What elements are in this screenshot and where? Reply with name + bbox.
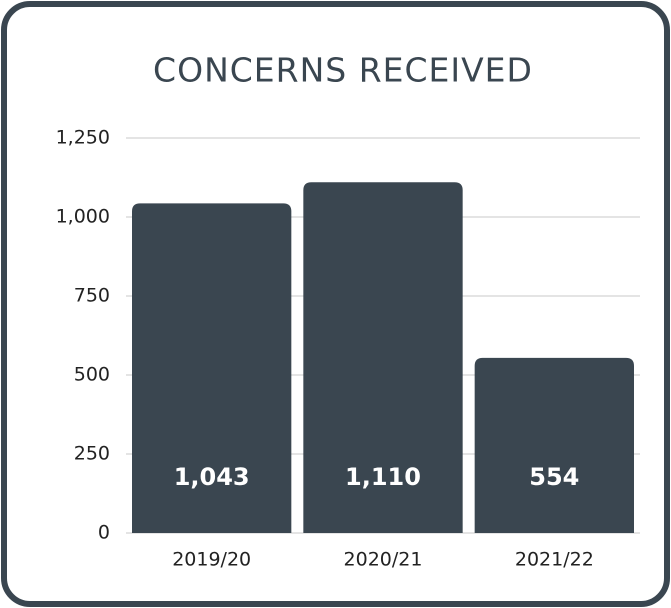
value-label: 1,043 <box>174 463 250 491</box>
x-tick-label: 2019/20 <box>172 549 251 571</box>
bar <box>474 357 634 533</box>
y-tick-label: 1,000 <box>56 206 110 228</box>
x-tick-label: 2021/22 <box>515 549 594 571</box>
y-tick-label: 750 <box>74 285 110 307</box>
value-label: 1,110 <box>345 463 421 491</box>
y-tick-label: 250 <box>74 443 110 465</box>
bar <box>132 203 292 534</box>
x-tick-label: 2020/21 <box>344 549 423 571</box>
bar <box>303 182 463 534</box>
y-tick-label: 0 <box>98 522 110 544</box>
chart-title: CONCERNS RECEIVED <box>153 51 533 90</box>
y-tick-label: 500 <box>74 364 110 386</box>
value-label: 554 <box>529 463 579 491</box>
y-tick-label: 1,250 <box>56 127 110 149</box>
